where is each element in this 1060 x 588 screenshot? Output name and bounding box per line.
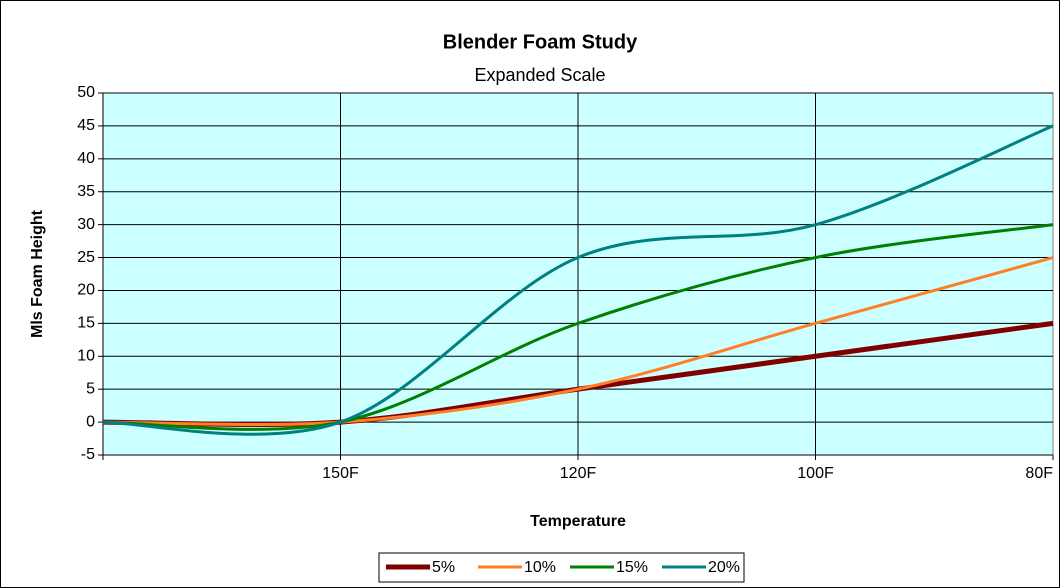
- chart-subtitle: Expanded Scale: [474, 65, 605, 85]
- legend-label: 10%: [524, 559, 556, 576]
- x-axis-label: Temperature: [530, 513, 626, 530]
- y-tick-label: -5: [81, 446, 95, 463]
- y-tick-label: 25: [77, 249, 95, 266]
- y-tick-label: 0: [86, 413, 95, 430]
- legend-label: 5%: [432, 559, 455, 576]
- y-tick-label: 10: [77, 347, 95, 364]
- y-tick-label: 20: [77, 282, 95, 299]
- y-tick-label: 30: [77, 216, 95, 233]
- y-tick-label: 50: [77, 84, 95, 101]
- series-line: [102, 256, 1054, 427]
- x-tick-label: 150F: [322, 465, 359, 482]
- series-line: [102, 124, 1054, 436]
- x-tick-label: 100F: [797, 465, 834, 482]
- y-tick-label: 45: [77, 117, 95, 134]
- series-line: [102, 223, 1054, 431]
- y-tick-label: 15: [77, 315, 95, 332]
- chart-title: Blender Foam Study: [443, 31, 638, 53]
- x-tick-label: 80F: [1025, 465, 1053, 482]
- legend-label: 15%: [616, 559, 648, 576]
- x-tick-label: 120F: [560, 465, 597, 482]
- y-tick-label: 35: [77, 183, 95, 200]
- y-axis-label: Mls Foam Height: [29, 209, 46, 338]
- legend-label: 20%: [708, 559, 740, 576]
- y-tick-label: 5: [86, 380, 95, 397]
- y-tick-label: 40: [77, 150, 95, 167]
